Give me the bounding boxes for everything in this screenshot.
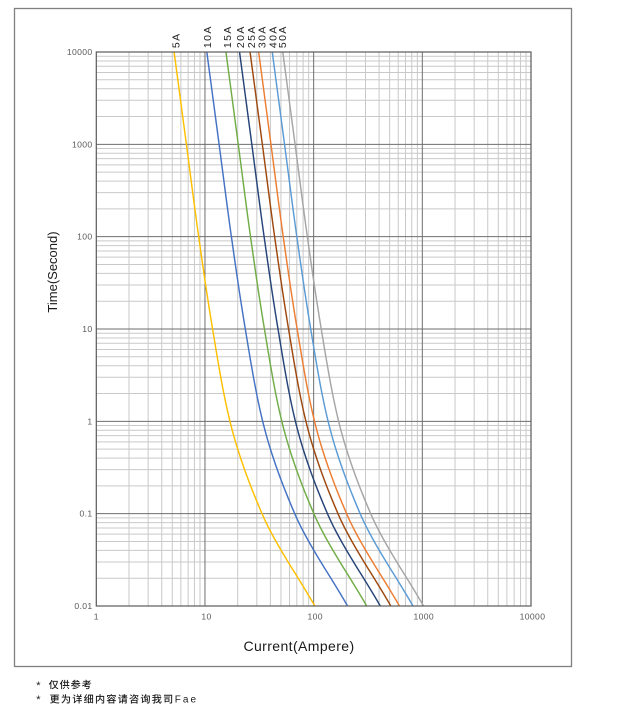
svg-text:25A: 25A <box>246 25 258 48</box>
svg-text:10: 10 <box>201 612 211 622</box>
svg-text:30A: 30A <box>257 25 269 48</box>
svg-text:0.1: 0.1 <box>80 509 93 519</box>
svg-text:10: 10 <box>82 324 92 334</box>
svg-text:Fae: Fae <box>175 695 198 706</box>
svg-text:Current(Ampere): Current(Ampere) <box>243 638 354 654</box>
svg-text:*: * <box>36 694 41 706</box>
svg-text:1: 1 <box>94 612 99 622</box>
svg-text:20A: 20A <box>235 25 247 48</box>
svg-text:1000: 1000 <box>414 612 435 622</box>
svg-text:1000: 1000 <box>72 139 93 149</box>
svg-text:0.01: 0.01 <box>74 601 92 611</box>
svg-text:100: 100 <box>77 232 92 242</box>
svg-text:100: 100 <box>307 612 322 622</box>
svg-text:Time(Second): Time(Second) <box>45 231 60 312</box>
svg-text:10000: 10000 <box>67 47 93 57</box>
svg-text:*: * <box>36 680 41 692</box>
svg-text:15A: 15A <box>222 25 234 48</box>
svg-text:10000: 10000 <box>520 612 546 622</box>
svg-text:10A: 10A <box>202 25 214 48</box>
svg-text:50A: 50A <box>277 25 289 48</box>
svg-text:5A: 5A <box>171 32 183 48</box>
svg-text:1: 1 <box>87 416 92 426</box>
svg-text:40A: 40A <box>267 25 279 48</box>
